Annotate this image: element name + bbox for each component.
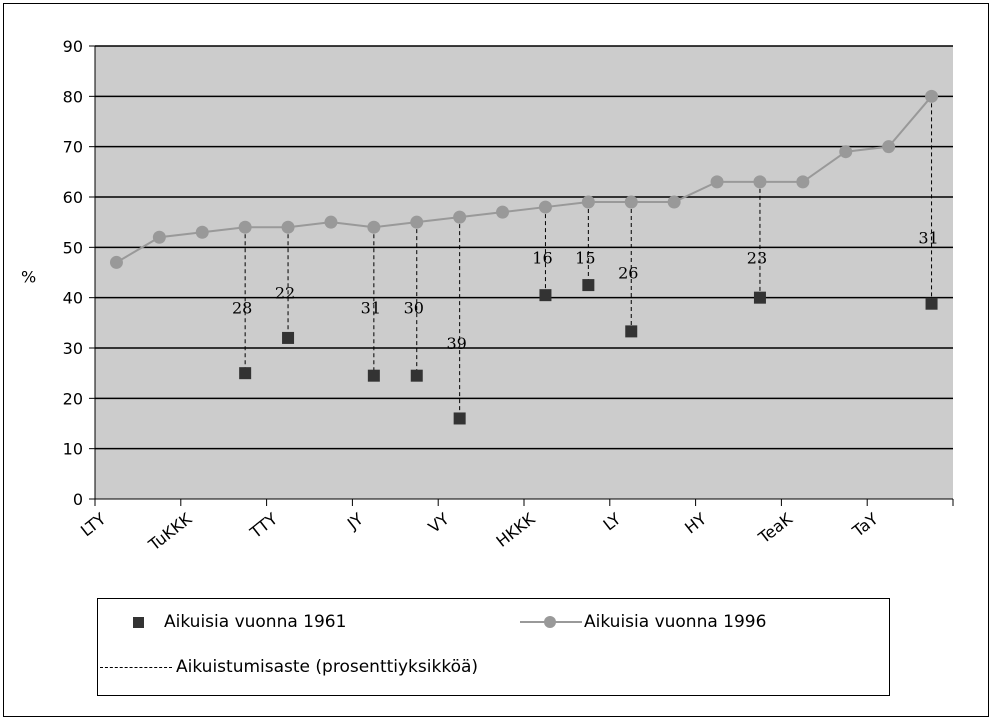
series-1961-point — [582, 279, 595, 292]
x-tick-label: TaY — [848, 509, 882, 541]
series-1996-point — [624, 195, 638, 209]
difference-label: 28 — [232, 299, 252, 318]
series-1996-point — [796, 175, 810, 189]
x-tick-label: TuKKK — [144, 509, 195, 555]
square-marker-icon — [133, 616, 144, 628]
series-1996-line — [115, 95, 933, 264]
gridlines — [89, 45, 953, 500]
line-dot-marker-icon — [520, 616, 582, 628]
series-1961-point — [625, 325, 638, 338]
legend: Aikuisia vuonna 1961 Aikuisia vuonna 199… — [97, 598, 890, 696]
y-tick-label: 30 — [63, 339, 83, 358]
series-1996-point — [667, 195, 681, 209]
y-tick-label: 80 — [63, 87, 83, 106]
difference-lines: 28 22 31 30 39 16 15 26 23 31 — [232, 96, 939, 419]
difference-label: 26 — [618, 264, 638, 283]
x-tick-label: TTY — [246, 509, 282, 543]
legend-label-1996: Aikuisia vuonna 1996 — [584, 612, 767, 632]
series-1996-point — [410, 215, 424, 229]
series-1961 — [239, 279, 938, 425]
dashed-line-icon — [100, 666, 172, 668]
x-tick-label: JY — [343, 509, 367, 534]
x-tick-label: LTY — [77, 509, 110, 540]
legend-item-1996: Aikuisia vuonna 1996 — [520, 612, 766, 632]
difference-label: 39 — [446, 334, 466, 353]
y-tick-label: 10 — [63, 440, 83, 459]
series-1961-point — [367, 369, 380, 382]
series-1996-point — [152, 230, 166, 244]
difference-label: 22 — [275, 284, 295, 303]
series-1996-point — [581, 195, 595, 209]
plot-area — [95, 46, 953, 499]
series-1961-point — [282, 331, 295, 344]
series-1961-point — [453, 412, 466, 425]
series-1996-point — [710, 175, 724, 189]
difference-label: 16 — [532, 248, 552, 267]
difference-label: 15 — [575, 248, 595, 267]
series-1961-point — [753, 291, 766, 304]
difference-label: 30 — [404, 299, 424, 318]
difference-label: 31 — [361, 299, 381, 318]
series-1996-point — [238, 220, 252, 234]
y-tick-label: 60 — [63, 188, 83, 207]
series-1961-point — [410, 369, 423, 382]
series-1996-point — [109, 255, 123, 269]
series-1996 — [109, 89, 939, 269]
x-tick-label: HKKK — [492, 509, 538, 551]
y-tick-label: 70 — [63, 138, 83, 157]
y-axis-label: % — [21, 268, 36, 287]
x-tick-label: LY — [600, 509, 625, 534]
difference-label: 23 — [747, 248, 767, 267]
y-tick-label: 50 — [63, 238, 83, 257]
series-1996-point — [195, 225, 209, 239]
y-tick-label: 0 — [73, 490, 83, 509]
series-1961-point — [539, 289, 552, 302]
legend-label-diff: Aikuistumisaste (prosenttiyksikköä) — [176, 657, 479, 677]
series-1996-point — [324, 215, 338, 229]
series-1996-point — [367, 220, 381, 234]
series-1961-point — [925, 297, 938, 310]
series-1996-point — [496, 205, 510, 219]
series-1996-point — [538, 200, 552, 214]
y-tick-label: 20 — [63, 389, 83, 408]
y-tick-label: 90 — [63, 37, 83, 56]
series-1996-point — [925, 89, 939, 103]
x-tick-labels: LTY TuKKK TTY JY VY HKKK LY HY TeaK TaY — [77, 509, 882, 555]
series-1996-point — [453, 210, 467, 224]
series-1961-point — [239, 367, 252, 380]
axes — [94, 46, 954, 506]
legend-item-1961: Aikuisia vuonna 1961 — [133, 612, 346, 632]
legend-item-diff: Aikuistumisaste (prosenttiyksikköä) — [100, 657, 478, 677]
y-tick-labels: 0 10 20 30 40 50 60 70 80 90 — [63, 37, 83, 509]
x-tick-label: TeaK — [754, 509, 796, 548]
figure-frame — [3, 3, 989, 717]
legend-label-1961: Aikuisia vuonna 1961 — [164, 612, 347, 632]
series-1996-point — [281, 220, 295, 234]
series-1996-point — [753, 175, 767, 189]
series-1996-point — [882, 140, 896, 154]
y-tick-label: 40 — [63, 289, 83, 308]
series-1996-point — [839, 145, 853, 159]
x-tick-label: VY — [425, 509, 453, 537]
x-tick-label: HY — [681, 509, 710, 538]
difference-label: 31 — [918, 228, 938, 247]
